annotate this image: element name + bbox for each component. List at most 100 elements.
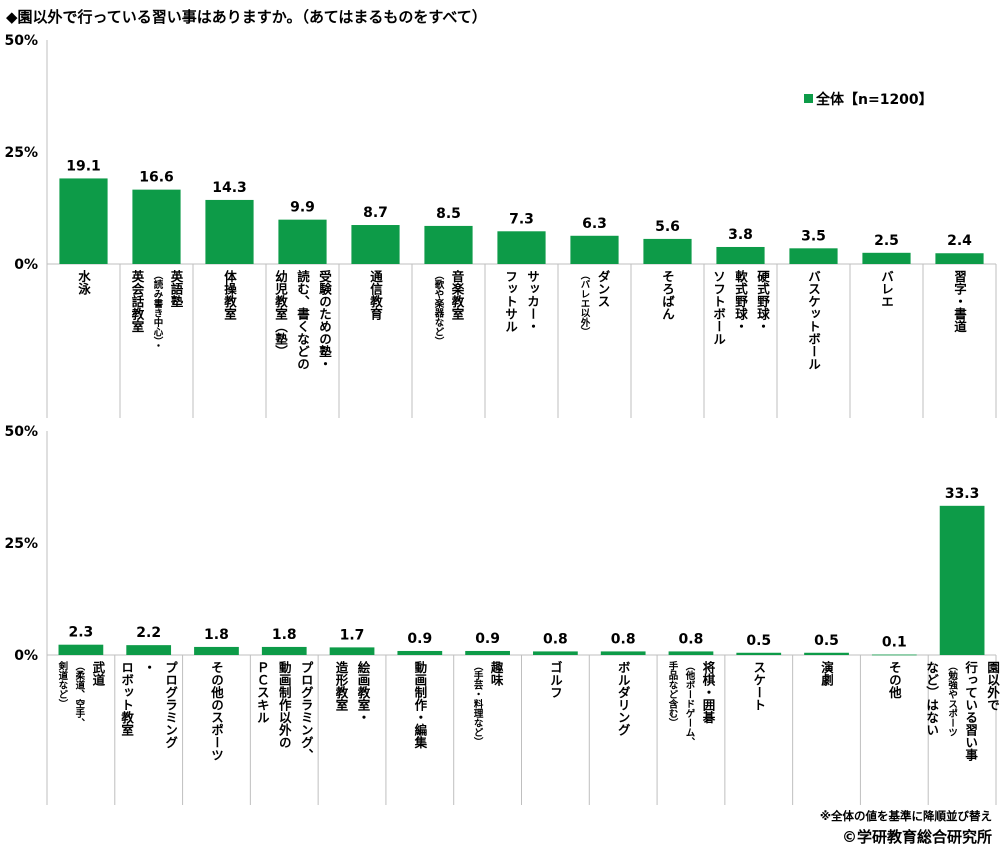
data-label: 3.5 [801,228,826,244]
category-label-line: フットサル [503,270,518,333]
category-label-line: 水泳 [76,270,91,295]
category-label-line: 行っている習い事 [963,661,979,761]
category-label-line: ソフトボール [711,270,726,345]
data-label: 16.6 [139,170,174,186]
category-label-line: （読み書き中心）・ [151,270,163,351]
category-label: そろばん [631,270,704,320]
bar [935,253,984,264]
bar [278,219,327,264]
category-label: 音楽教室 （歌や楽器など） [412,270,485,346]
data-label: 0.5 [746,633,771,649]
category-label: プログラミング、 動画制作以外の ＰＣスキル [250,661,318,761]
category-label-line: 読む、書くなどの [295,270,310,370]
category-label: 武道 （柔道、空手、 剣道など） [47,661,115,728]
category-label-line: 造形教室 [333,661,349,711]
y-tick-label: 25% [4,145,38,161]
category-label: ダンス （バレエ以外） [558,270,631,337]
category-label: 動画制作・編集 [386,661,454,749]
bar [668,651,714,655]
bar [804,652,849,655]
bar [397,650,443,655]
category-label-line: ＰＣスキル [254,661,270,724]
category-label-line: 動画制作以外の [276,661,292,749]
data-label: 0.8 [611,631,636,647]
data-label: 1.7 [340,627,365,643]
category-label-line: （バレエ以外） [578,270,590,337]
data-label: 6.3 [582,216,607,232]
category-label-line: 剣道など） [56,661,68,709]
category-label-line: サッカー・ [525,270,540,333]
data-label: 19.1 [66,158,101,174]
bar [871,654,917,656]
legend-swatch [804,94,813,103]
category-label-line: バスケットボール [806,270,821,370]
bar [497,231,546,264]
category-label-line: 英語塾 [168,270,184,308]
bar [643,238,692,264]
y-tick-label: 50% [4,424,38,440]
data-label: 33.3 [945,486,980,502]
category-label: 演劇 [793,661,861,686]
category-label: 体操教室 [193,270,266,320]
data-label: 3.8 [728,227,753,243]
bar [329,647,375,655]
category-label-line: 習字・書道 [952,270,967,333]
category-label-line: プログラミング、 [298,661,314,761]
category-label: 硬式野球・ 軟式野球・ ソフトボール [704,270,777,345]
data-label: 0.9 [475,631,500,647]
category-label-line: （他ボードゲーム、 [683,661,695,747]
category-label: サッカー・ フットサル [485,270,558,333]
bar [600,651,646,655]
data-label: 8.7 [363,205,388,221]
category-label-line: 演劇 [819,661,835,686]
bar [351,225,400,264]
category-label: 英語塾 （読み書き中心）・ 英会話教室 [120,270,193,351]
category-label: 習字・書道 [923,270,996,333]
data-label: 1.8 [204,627,229,643]
category-label-line: 受験のための塾・ [317,270,332,370]
category-label: 絵画教室・ 造形教室 [318,661,386,724]
category-label: 将棋・囲碁 （他ボードゲーム、 手品など含む） [657,661,725,747]
category-label-line: そろばん [660,270,675,320]
category-label-line: ・ [141,661,157,674]
category-label-line: ダンス [595,270,611,308]
category-label-line: 園以外で [985,661,1000,711]
category-label-line: プログラミング [163,661,179,749]
bar [736,652,782,655]
category-label: バスケットボール [777,270,850,370]
bar [126,645,172,655]
category-label: 受験のための塾・ 読む、書くなどの 幼児教室（塾） [266,270,339,370]
category-label-line: （柔道、空手、 [73,661,85,728]
data-label: 0.9 [407,631,432,647]
y-tick-label: 0% [14,648,38,664]
category-label: バレエ [850,270,923,308]
legend-label: 全体【n=1200】 [815,91,933,108]
y-tick-label: 0% [14,257,38,273]
data-label: 2.3 [68,625,93,641]
category-label-line: など）はない [924,661,940,736]
category-label-line: （手芸・料理など） [471,661,483,747]
chart-title: ◆園以外で行っている習い事はありますか。（あてはまるものをすべて） [6,8,487,26]
category-label-line: その他 [886,661,902,699]
bar [261,646,307,655]
category-label-line: 硬式野球・ [755,270,770,333]
bar [132,189,181,264]
y-tick-label: 50% [4,33,38,49]
category-label-line: 体操教室 [222,270,237,320]
category-label-line: 通信教育 [368,270,383,320]
category-label: スケート [725,661,793,711]
category-label-line: 音楽教室 [449,270,465,320]
bar [716,246,765,264]
bar [58,644,104,655]
category-label-line: スケート [751,661,767,711]
category-label: 水泳 [47,270,120,295]
category-label: ゴルフ [522,661,590,699]
category-label-line: 英会話教室 [129,270,145,333]
data-label: 0.8 [543,631,568,647]
category-label-line: （勉強やスポーツ [946,661,958,737]
bar [465,650,510,655]
category-label-line: 幼児教室（塾） [273,270,288,358]
category-label-line: 武道 [90,661,106,686]
data-label: 14.3 [212,180,247,196]
